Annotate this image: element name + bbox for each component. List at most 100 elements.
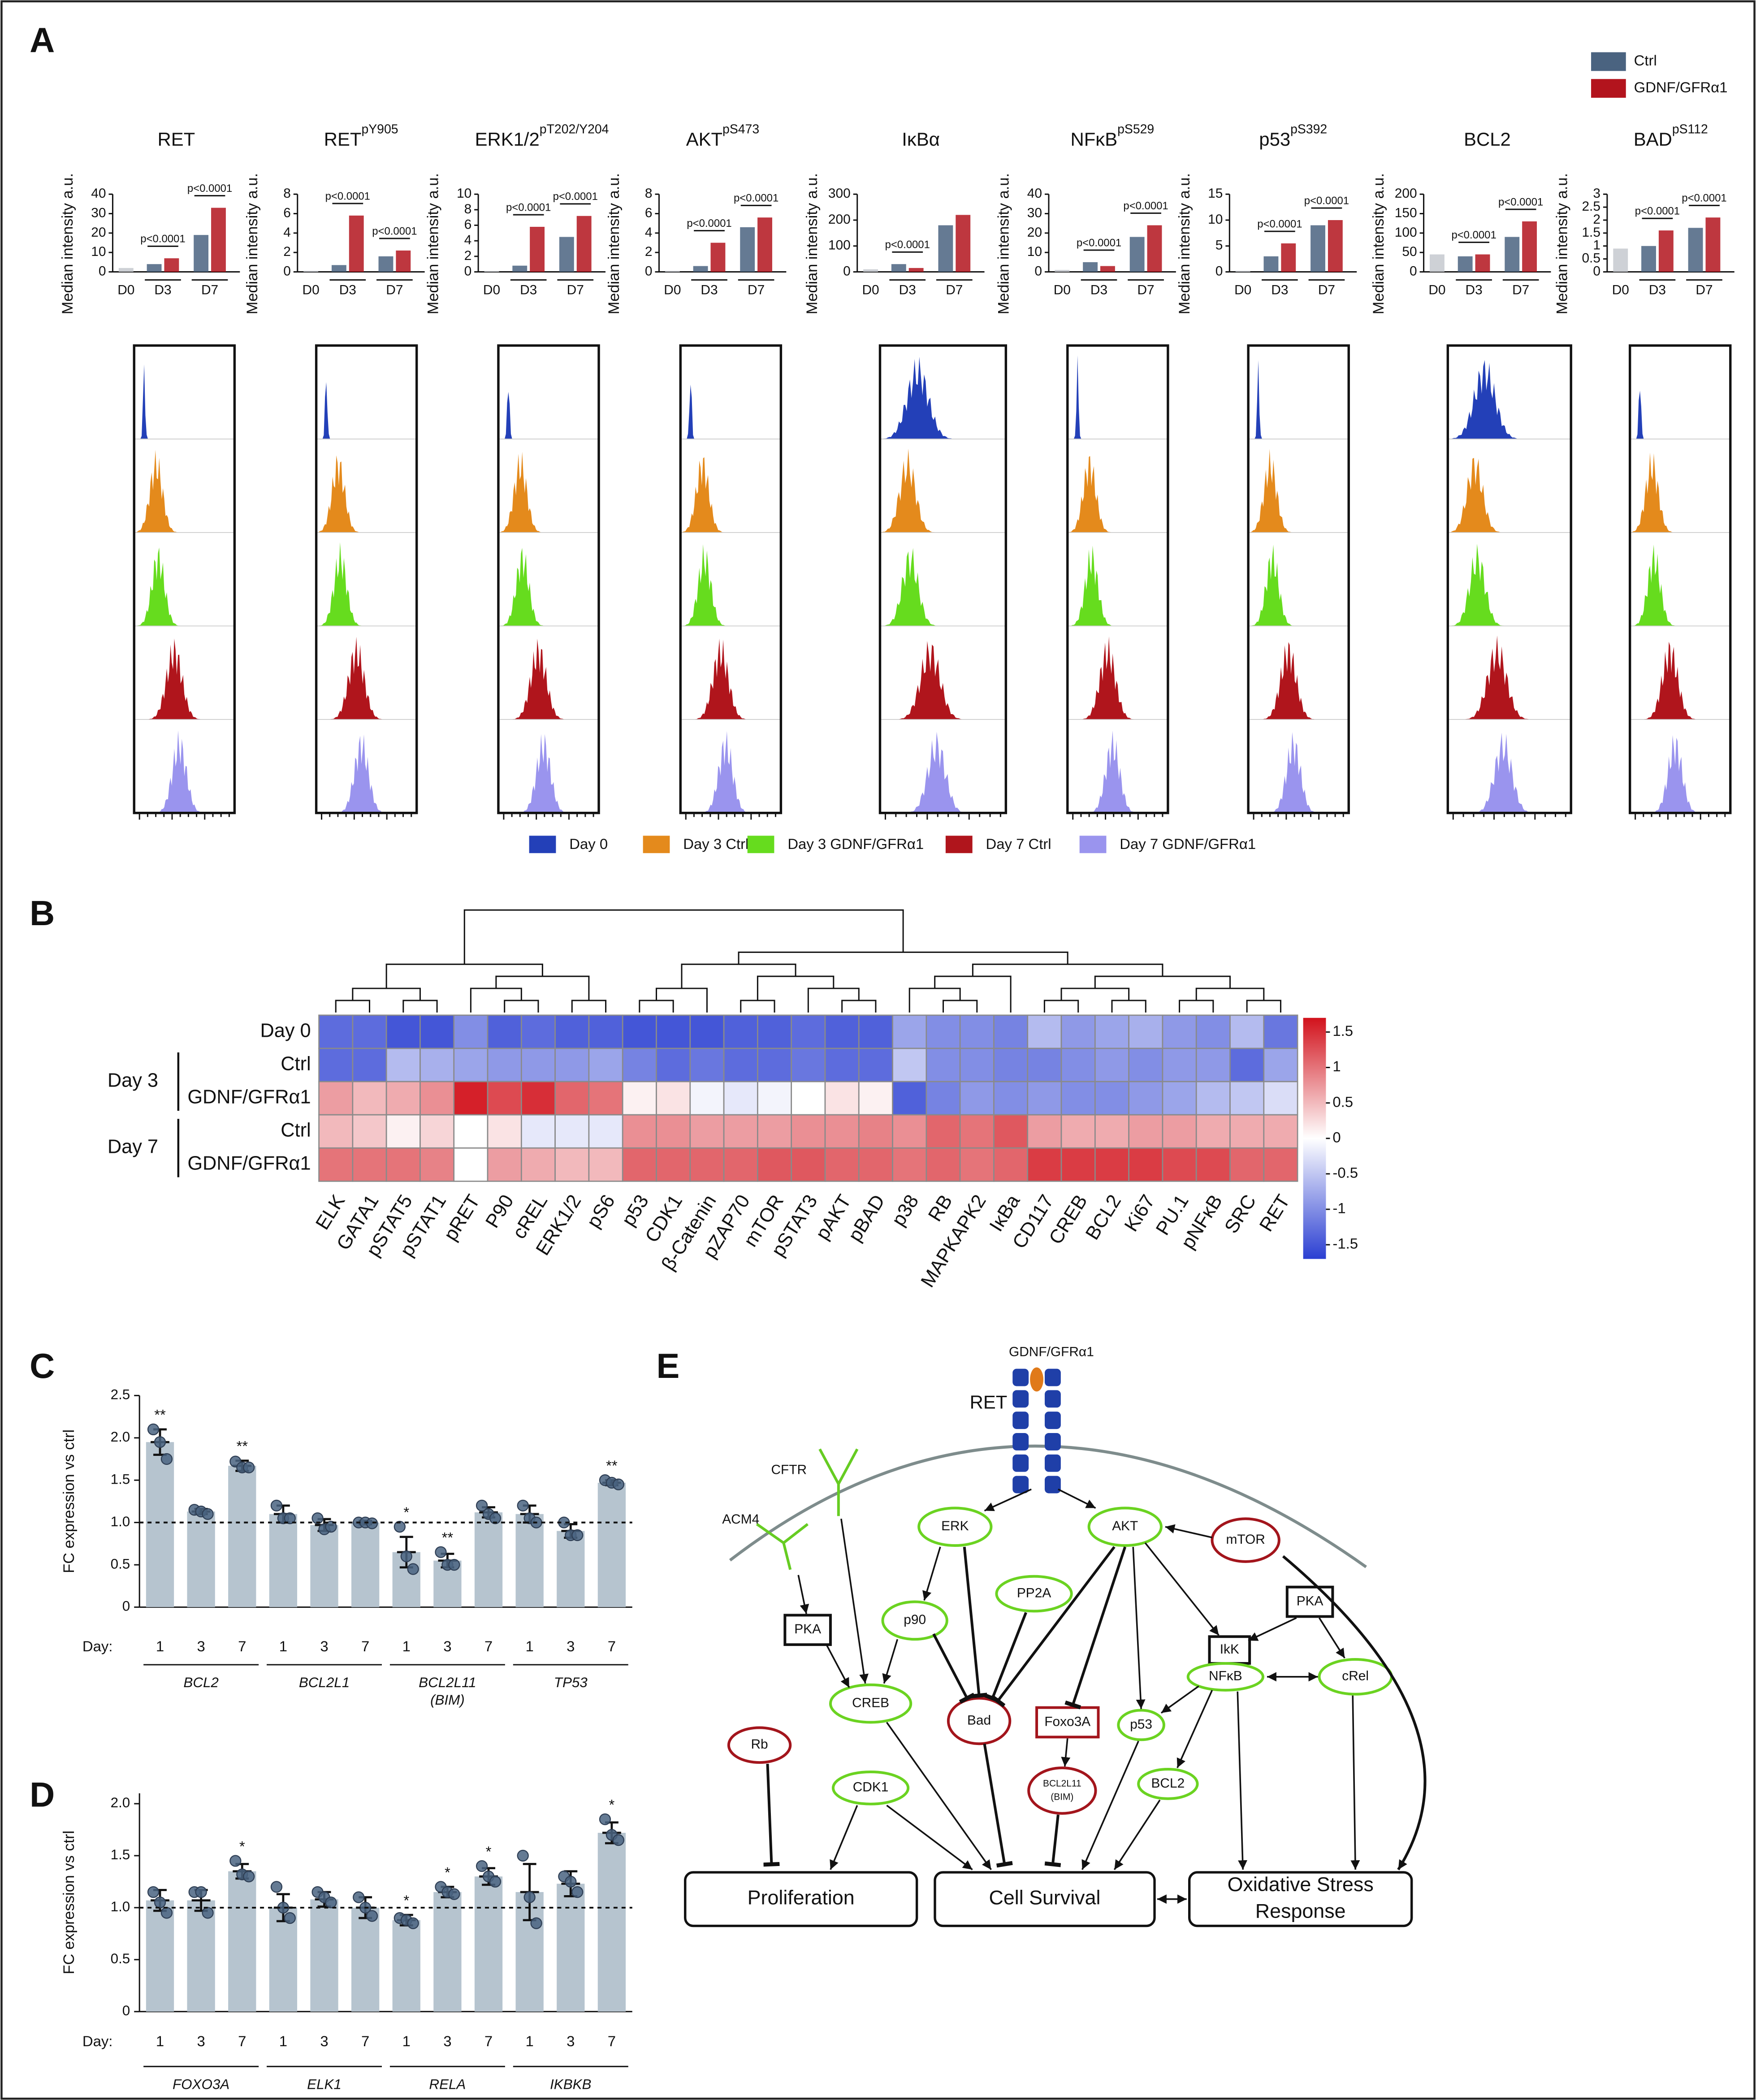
heatmap-cell [791, 1081, 826, 1116]
group-label: BCL2 [183, 1675, 218, 1690]
heatmap-cell [757, 1147, 792, 1182]
bar [392, 1920, 420, 2012]
x-tick-label: 7 [484, 1638, 493, 1654]
heatmap-cell [858, 1147, 893, 1182]
heatmap-cell [554, 1147, 590, 1182]
bar [597, 1832, 626, 2012]
significance-stars: * [403, 1892, 409, 1909]
node-label: PP2A [1017, 1585, 1051, 1600]
data-point [270, 1499, 283, 1512]
p-value: p<0.0001 [687, 217, 731, 229]
y-tick-label: 10 [457, 186, 471, 201]
heatmap-cell [1263, 1114, 1298, 1149]
data-point [160, 1907, 173, 1919]
p-value: p<0.0001 [553, 191, 598, 203]
chart-title: RET [158, 129, 195, 150]
x-tick-label: D7 [1512, 282, 1529, 297]
x-tick-label: 1 [402, 2033, 411, 2049]
row-label: GDNF/GFRα1 [187, 1153, 311, 1174]
data-point [435, 1546, 447, 1558]
legend-label: GDNF/GFRα1 [1634, 79, 1728, 95]
legend-label: Day 3 GDNF/GFRα1 [787, 836, 924, 852]
x-tick-label: 7 [361, 2033, 369, 2049]
heatmap-cell [993, 1014, 1029, 1049]
heatmap-cell [1263, 1147, 1298, 1182]
heatmap-cell [420, 1114, 455, 1149]
bar [474, 1512, 503, 1607]
x-tick-label: 1 [156, 1638, 164, 1654]
heatmap-cell [791, 1114, 826, 1149]
heatmap-cell [487, 1114, 522, 1149]
histogram-shape [880, 641, 1006, 720]
y-tick-label: 1.0 [111, 1514, 130, 1529]
pathway-edge [840, 1518, 869, 1684]
bar [1505, 237, 1520, 272]
dendrogram-link [571, 1000, 607, 1013]
data-point [530, 1917, 542, 1929]
chart-title-sup: pT202/Y204 [540, 122, 609, 136]
pathway-edge [1144, 1542, 1220, 1636]
heatmap-cell [892, 1014, 927, 1049]
data-point [202, 1508, 214, 1520]
heatmap-cell [420, 1081, 455, 1116]
heatmap-cell [1195, 1147, 1231, 1182]
receptor-domain [1044, 1368, 1061, 1386]
node-shape [1186, 1662, 1265, 1692]
x-tick-label: D3 [1649, 282, 1666, 297]
heatmap-cell [453, 1014, 489, 1049]
bar [1613, 248, 1628, 272]
histogram-shape [1630, 545, 1730, 626]
y-axis-label: Median intensity a.u. [425, 173, 442, 314]
heatmap-cell [1229, 1048, 1265, 1082]
heatmap-cell [1094, 1048, 1129, 1082]
heatmap-cell [757, 1048, 792, 1082]
y-tick-label: 0 [843, 264, 851, 278]
bar [269, 1907, 298, 2012]
heatmap-cell [1229, 1014, 1265, 1049]
column-label: BCL2 [1081, 1191, 1125, 1243]
bar [530, 227, 545, 272]
x-tick-label: 3 [320, 2033, 328, 2049]
y-tick-label: 2.5 [111, 1387, 130, 1403]
histogram-shape [1067, 355, 1168, 439]
data-point [523, 1891, 536, 1903]
significance-stars: ** [154, 1407, 166, 1423]
pathway-edge [932, 1633, 975, 1704]
y-tick-label: 4 [645, 225, 653, 240]
histogram-shape [316, 382, 417, 439]
histogram-box [1066, 344, 1169, 814]
data-point [270, 1881, 283, 1893]
significance-stars: * [609, 1797, 615, 1813]
p-value: p<0.0001 [506, 202, 551, 214]
node-label: Rb [751, 1737, 768, 1752]
heatmap-cell [959, 1014, 995, 1049]
data-point [489, 1512, 502, 1524]
dendrogram-link [738, 951, 1068, 965]
dendrogram-link [639, 1000, 674, 1013]
bar [576, 216, 592, 272]
bar [1641, 246, 1656, 272]
heatmap-cell [520, 1114, 556, 1149]
y-tick-label: 8 [283, 186, 291, 201]
bar [1311, 225, 1325, 272]
receptor-domain [1044, 1454, 1061, 1472]
node-label: PKA [1297, 1593, 1323, 1608]
histogram-shape [1630, 735, 1730, 813]
p-value: p<0.0001 [1498, 196, 1543, 208]
heatmap-cell [520, 1014, 556, 1049]
heatmap-cell [385, 1014, 421, 1049]
legend-swatch [1591, 79, 1626, 98]
x-tick-label: D7 [1318, 282, 1335, 297]
heatmap-cell [757, 1081, 792, 1116]
histogram-shape [1248, 449, 1349, 533]
node-label: p53 [1130, 1717, 1152, 1732]
y-tick-label: 1.5 [111, 1471, 130, 1487]
y-tick-label: 1.5 [1582, 225, 1600, 240]
heatmap-cell [858, 1014, 893, 1049]
y-tick-label: 30 [1027, 205, 1042, 220]
data-point [476, 1499, 488, 1512]
histogram-shape [1067, 636, 1168, 720]
data-point [407, 1563, 419, 1575]
bar [891, 264, 906, 272]
y-tick-label: 100 [1395, 225, 1417, 240]
